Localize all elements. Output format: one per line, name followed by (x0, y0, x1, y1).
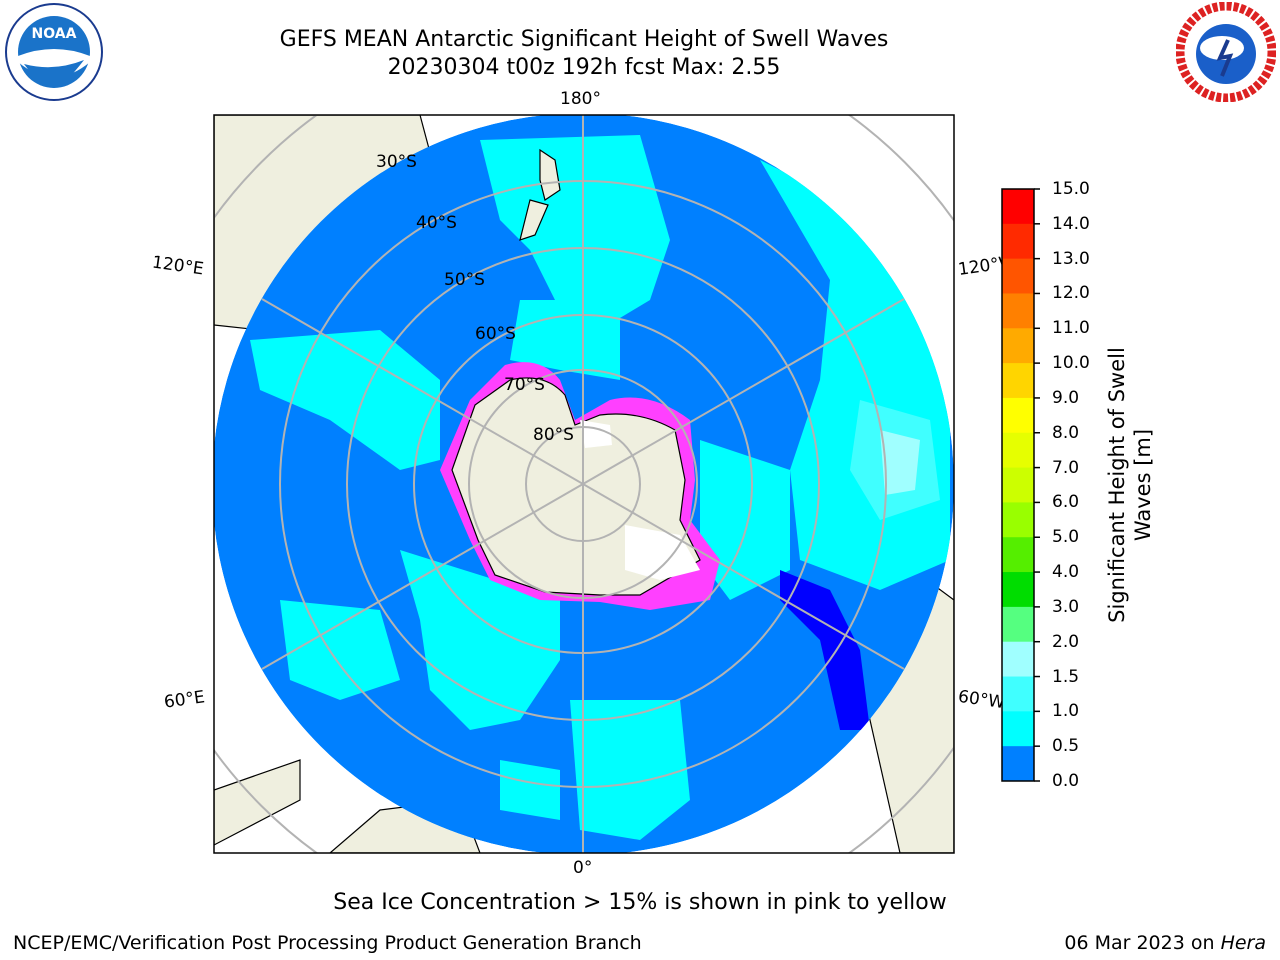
lat-label-80s: 80°S (533, 425, 574, 445)
colorbar-tick-label: 15.0 (1052, 179, 1090, 199)
lat-label-60s: 60°S (475, 324, 516, 344)
lon-label-0: 0° (573, 858, 593, 878)
credit-left: NCEP/EMC/Verification Post Processing Pr… (13, 932, 642, 954)
colorbar-tick-label: 2.0 (1052, 631, 1080, 652)
colorbar-tick-label: 6.0 (1052, 492, 1080, 513)
sea-ice-note: Sea Ice Concentration > 15% is shown in … (333, 890, 947, 915)
colorbar-tick-label: 12.0 (1052, 283, 1090, 304)
swell-patch (250, 330, 440, 470)
colorbar-segment (1002, 328, 1034, 364)
colorbar-label-line2: Waves [m] (1131, 428, 1155, 542)
colorbar-label: Significant Height of Swell Waves [m] (1104, 325, 1156, 645)
colorbar-segment (1002, 641, 1034, 678)
colorbar-segment (1002, 467, 1034, 503)
colorbar-tick-label: 5.0 (1052, 527, 1080, 548)
swell-patch (700, 440, 790, 600)
lat-label-50s: 50°S (444, 270, 485, 290)
colorbar-tick-label: 1.0 (1052, 701, 1080, 722)
colorbar-tick-label: 3.0 (1052, 596, 1080, 617)
colorbar-segment (1002, 537, 1034, 573)
lat-label-30s: 30°S (376, 152, 417, 172)
swell-patch (280, 600, 400, 700)
colorbar-tick-label: 0.0 (1052, 771, 1080, 791)
colorbar-tick-label: 7.0 (1052, 457, 1080, 478)
colorbar-segment (1002, 746, 1034, 782)
noaa-logo-text: NOAA (32, 26, 77, 42)
lon-label-180: 180° (560, 89, 601, 109)
colorbar-tick-label: 13.0 (1052, 248, 1090, 269)
graticule (214, 115, 954, 853)
new-zealand-land (519, 148, 561, 241)
colorbar-segment (1002, 223, 1034, 260)
swell-patch (510, 300, 620, 380)
colorbar-segment (1002, 189, 1034, 225)
colorbar-tick-label: 9.0 (1052, 387, 1080, 408)
swell-patch (400, 550, 560, 730)
ice-shelf (625, 525, 700, 580)
colorbar-tick-label: 10.0 (1052, 353, 1090, 374)
colorbar-tick-label: 0.5 (1052, 736, 1080, 757)
colorbar-tick-label: 1.5 (1052, 666, 1080, 687)
colorbar-segment (1002, 293, 1034, 329)
credit-date: 06 Mar 2023 on (1064, 932, 1221, 954)
chart-subtitle: 20230304 t00z 192h fcst Max: 2.55 (387, 55, 781, 80)
colorbar-segment (1002, 676, 1034, 712)
colorbar (1001, 188, 1040, 782)
map-frame (213, 114, 955, 854)
colorbar-segment (1002, 606, 1034, 643)
lat-label-40s: 40°S (416, 213, 457, 233)
colorbar-segment (1002, 432, 1034, 469)
colorbar-segment (1002, 363, 1034, 399)
colorbar-segment (1002, 258, 1034, 294)
colorbar-segment (1002, 397, 1034, 434)
colorbar-segment (1002, 572, 1034, 608)
swell-patch (570, 700, 690, 840)
colorbar-tick-label: 14.0 (1052, 213, 1090, 234)
colorbar-segment (1002, 711, 1034, 747)
noaa-logo: NOAA (5, 3, 103, 101)
colorbar-tick-label: 8.0 (1052, 422, 1080, 443)
chart-title: GEFS MEAN Antarctic Significant Height o… (279, 27, 889, 52)
credit-right: 06 Mar 2023 on Hera (1064, 932, 1266, 954)
colorbar-segment (1002, 502, 1034, 538)
colorbar-tick-label: 11.0 (1052, 318, 1090, 339)
credit-host: Hera (1220, 932, 1266, 954)
colorbar-tick-label: 4.0 (1052, 562, 1080, 583)
lat-label-70s: 70°S (504, 375, 545, 395)
swell-patch (500, 760, 560, 820)
nws-logo (1176, 2, 1276, 102)
swell-patch-max (880, 430, 920, 495)
colorbar-label-line1: Significant Height of Swell (1105, 347, 1129, 623)
